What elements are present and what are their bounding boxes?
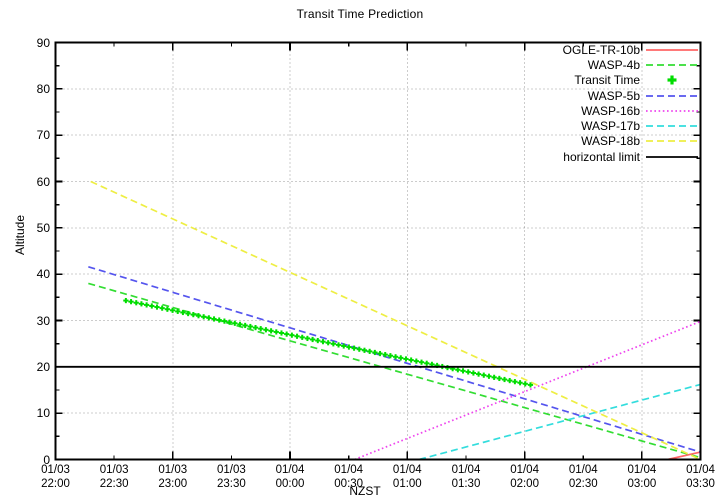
x-tick-date: 01/04 [275,464,305,476]
x-tick-label: 01/04 01:00 [372,463,442,491]
chart-title: Transit Time Prediction [296,7,424,21]
y-axis-tick-labels: 0 10 20 30 40 50 60 70 80 90 [8,0,50,504]
legend-label: WASP-5b [587,88,640,103]
x-axis-label: NZST [349,484,381,498]
x-tick-time: 01:00 [392,478,422,490]
x-tick-time: 22:30 [99,478,129,490]
x-tick-date: 01/04 [510,464,539,476]
x-tick-label: 01/03 22:00 [21,463,91,491]
y-tick-label: 0 [43,452,50,467]
x-tick-time: 01:30 [451,478,481,490]
y-tick-label: 20 [36,359,50,374]
legend-item: Transit Time [528,73,700,88]
legend-item: WASP-4b [528,57,700,72]
plot-frame [54,41,702,461]
legend-label: horizontal limit [563,149,640,164]
x-tick-time: 00:30 [334,478,364,490]
y-tick-label: 60 [36,174,50,189]
x-tick-label: 01/03 22:30 [79,463,149,491]
series-ogle-tr-10b [667,451,701,461]
legend-swatch [644,120,700,132]
legend-label: WASP-17b [581,119,640,134]
legend-swatch [644,44,700,56]
x-tick-date: 01/03 [158,464,188,476]
legend-item: OGLE-TR-10b [528,42,700,57]
legend-swatch [644,90,700,102]
x-tick-label: 01/04 03:30 [666,463,720,491]
x-tick-date: 01/03 [41,464,70,476]
legend-item: WASP-18b [528,134,700,149]
x-tick-time: 02:00 [510,478,539,490]
x-tick-label: 01/03 23:30 [196,463,266,491]
x-tick-date: 01/04 [334,464,364,476]
x-tick-time: 23:00 [158,478,188,490]
legend-label: WASP-16b [581,103,640,118]
data-series-group [55,180,701,461]
x-tick-label: 01/04 01:30 [431,463,501,491]
y-tick-label: 70 [36,128,50,143]
series-wasp-5b [88,265,701,453]
x-tick-time: 03:00 [627,478,657,490]
y-tick-label: 80 [36,81,50,96]
legend-item: WASP-5b [528,88,700,103]
y-tick-label: 90 [36,35,50,50]
x-tick-date: 01/03 [99,464,129,476]
legend-item: WASP-16b [528,103,700,118]
x-tick-label: 01/04 02:30 [548,463,618,491]
legend-swatch [644,59,700,71]
series-wasp-16b [354,320,701,461]
y-tick-label: 40 [36,267,50,282]
legend-label: WASP-4b [587,57,640,72]
x-tick-time: 00:00 [275,478,305,490]
x-tick-date: 01/04 [392,464,422,476]
gridlines [55,42,701,460]
legend-label: Transit Time [574,73,640,88]
legend-item: horizontal limit [528,149,700,164]
legend-swatch [644,135,700,147]
x-tick-date: 01/04 [686,464,715,476]
series-transit-time [123,297,534,388]
x-tick-time: 03:30 [686,478,715,490]
legend-swatch [644,105,700,117]
y-tick-label: 10 [36,406,50,421]
x-tick-time: 22:00 [41,478,70,490]
x-tick-label: 01/04 00:30 [314,463,384,491]
x-tick-label: 01/04 02:00 [490,463,560,491]
x-tick-date: 01/04 [451,464,481,476]
legend-item: WASP-17b [528,118,700,133]
x-tick-date: 01/04 [568,464,598,476]
legend-swatch [644,151,700,163]
series-wasp-17b [418,383,701,461]
legend-label: WASP-18b [581,134,640,149]
x-tick-label: 01/04 00:00 [255,463,325,491]
x-tick-date: 01/03 [217,464,246,476]
x-tick-label: 01/03 23:00 [138,463,208,491]
x-tick-label: 01/04 03:00 [607,463,677,491]
series-wasp-4b [88,282,701,459]
y-tick-label: 30 [36,313,50,328]
y-tick-label: 50 [36,220,50,235]
x-tick-time: 02:30 [568,478,598,490]
legend-swatch [644,74,700,86]
series-wasp-18b [90,180,701,461]
x-tick-date: 01/04 [627,464,657,476]
chart-legend: OGLE-TR-10b WASP-4b Transit Time WASP-5b WAS… [528,42,700,164]
x-tick-time: 23:30 [217,478,246,490]
legend-label: OGLE-TR-10b [562,42,640,57]
